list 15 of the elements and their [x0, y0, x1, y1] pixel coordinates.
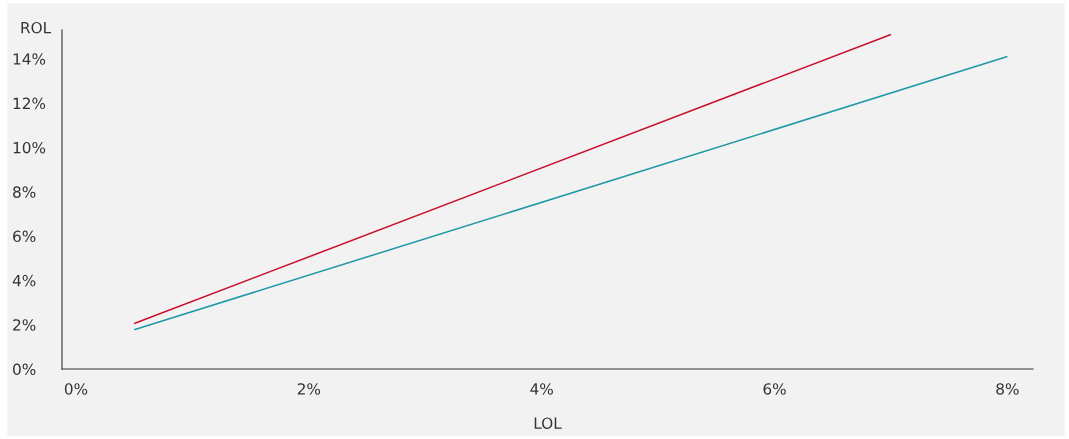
y-tick-label: 4% — [12, 274, 36, 287]
y-tick-label: 10% — [13, 141, 46, 154]
y-axis-title: ROL — [21, 21, 52, 34]
x-tick-label: 8% — [996, 383, 1019, 395]
y-tick-label: 2% — [13, 319, 36, 331]
x-tick-label: 2% — [297, 383, 321, 395]
x-tick-label: 6% — [763, 383, 786, 395]
x-tick-label: 0% — [64, 383, 88, 395]
y-tick-label: 14% — [13, 53, 46, 65]
y-tick-label: 0% — [13, 363, 36, 376]
x-tick-label: 4% — [530, 383, 553, 395]
y-tick-label: 8% — [13, 186, 36, 198]
y-tick-label: 12% — [13, 97, 46, 110]
y-tick-label: 6% — [13, 230, 36, 243]
x-axis-title: LOL — [534, 417, 562, 429]
